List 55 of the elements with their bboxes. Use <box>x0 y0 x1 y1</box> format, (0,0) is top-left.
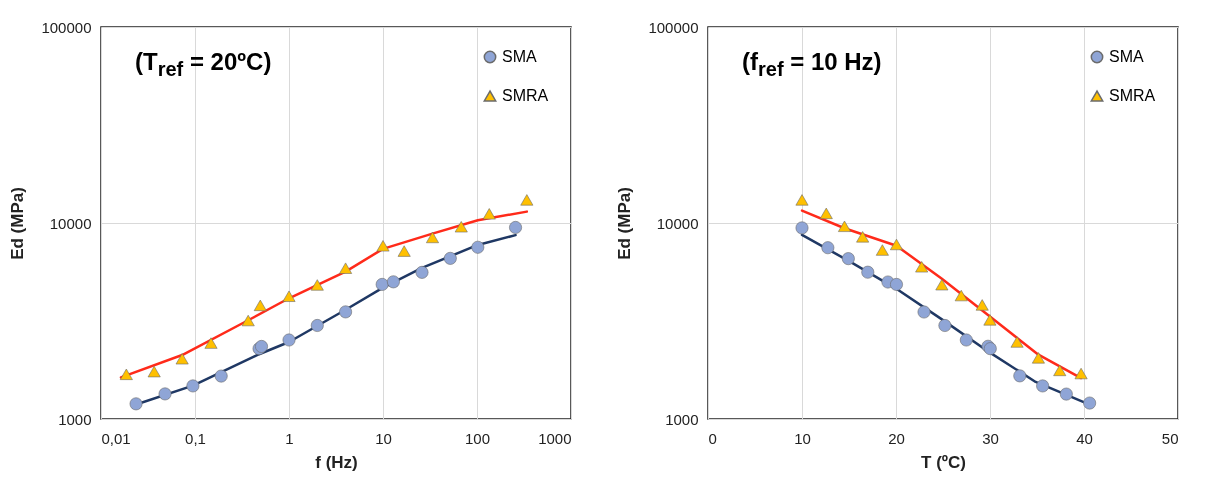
x-axis-title: T (ºC) <box>921 452 966 472</box>
point <box>838 220 851 232</box>
x-tick-label: 1000 <box>538 429 572 447</box>
y-axis-title: Ed (MPa) <box>615 187 635 260</box>
x-tick-label: 0,01 <box>101 429 131 447</box>
point <box>935 279 949 291</box>
point <box>890 278 903 291</box>
point <box>983 314 997 326</box>
point <box>795 221 809 235</box>
point <box>917 305 931 319</box>
x-tick-label: 1 <box>285 429 294 447</box>
point <box>890 238 903 251</box>
x-tick-label: 40 <box>1076 429 1093 447</box>
legend-label: SMRA <box>1109 87 1156 104</box>
point <box>1053 364 1067 376</box>
point <box>819 207 833 219</box>
y-tick-label: 10000 <box>656 214 699 232</box>
point <box>856 231 870 243</box>
point <box>915 261 929 273</box>
y-tick-label: 1000 <box>665 410 699 428</box>
legend-label: SMA <box>502 48 537 65</box>
annotation: (T$_{ref}$ = 20ºC) <box>135 48 272 81</box>
point <box>1010 336 1024 348</box>
legend-label: SMA <box>1109 48 1144 65</box>
point <box>954 289 968 302</box>
point <box>1013 369 1027 383</box>
annotation: (f$_{ref}$ = 10 Hz) <box>742 48 882 81</box>
point <box>938 319 952 332</box>
x-tick-label: 10 <box>375 429 392 447</box>
point <box>1031 352 1045 364</box>
point <box>1074 367 1088 380</box>
x-tick-label: 10 <box>794 429 811 447</box>
point <box>875 244 889 256</box>
point <box>861 265 875 279</box>
x-tick-label: 20 <box>888 429 905 447</box>
point <box>795 194 809 206</box>
point <box>841 252 855 266</box>
x-tick-label: 0 <box>708 429 717 447</box>
y-axis-title: Ed (MPa) <box>8 187 28 260</box>
y-tick-label: 1000 <box>58 410 92 428</box>
point <box>975 299 989 311</box>
point <box>821 241 835 255</box>
legend-label: SMRA <box>502 87 549 104</box>
y-tick-label: 100000 <box>648 18 699 36</box>
point <box>1059 387 1073 401</box>
point <box>1036 379 1050 393</box>
y-tick-label: 10000 <box>49 214 92 232</box>
point <box>1083 396 1097 410</box>
y-tick-label: 100000 <box>41 18 92 36</box>
x-tick-label: 30 <box>982 429 999 447</box>
x-tick-label: 100 <box>464 429 491 447</box>
x-tick-label: 0,1 <box>185 429 206 447</box>
point <box>959 333 973 347</box>
x-tick-label: 50 <box>1161 429 1179 447</box>
x-axis-title: f (Hz) <box>315 452 358 472</box>
